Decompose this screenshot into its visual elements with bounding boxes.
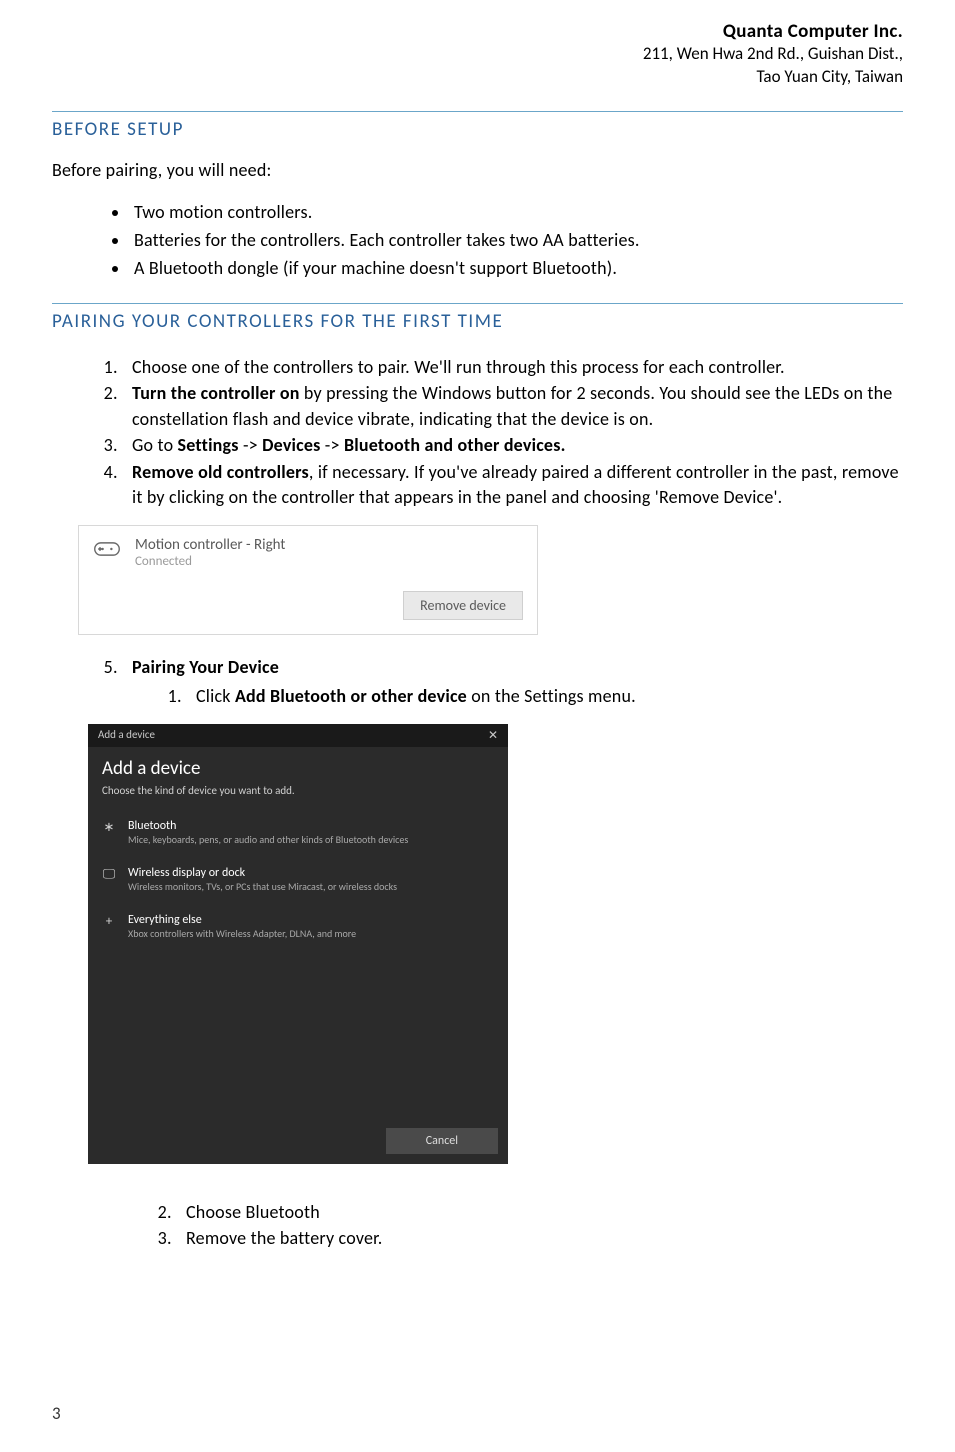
remove-device-button[interactable]: Remove device bbox=[403, 591, 523, 620]
step-4-bold: Remove old controllers bbox=[132, 461, 309, 483]
plus-icon: + bbox=[102, 913, 116, 929]
step-3-settings: Settings bbox=[178, 434, 239, 456]
address-line-1: 211, Wen Hwa 2nd Rd., Guishan Dist., bbox=[52, 43, 903, 66]
step-3-devices: Devices bbox=[262, 434, 320, 456]
step-5: Pairing Your Device Click Add Bluetooth … bbox=[122, 655, 903, 710]
section-pairing-title: PAIRING YOUR CONTROLLERS FOR THE FIRST T… bbox=[52, 310, 903, 333]
device-info: Motion controller - Right Connected bbox=[135, 536, 285, 569]
step-5-sublist: Click Add Bluetooth or other device on t… bbox=[132, 684, 903, 710]
display-icon: 🖵 bbox=[102, 866, 116, 882]
step-5-sub-3: Remove the battery cover. bbox=[176, 1226, 903, 1252]
option-title: Wireless display or dock bbox=[128, 866, 397, 880]
device-status-label: Connected bbox=[135, 554, 285, 569]
page-number: 3 bbox=[52, 1403, 61, 1424]
dialog-titlebar-text: Add a device bbox=[98, 728, 155, 743]
step-5-title: Pairing Your Device bbox=[132, 656, 279, 678]
before-setup-list: Two motion controllers. Batteries for th… bbox=[52, 199, 903, 283]
close-icon[interactable]: ✕ bbox=[488, 728, 498, 743]
option-wireless-display[interactable]: 🖵 Wireless display or dock Wireless moni… bbox=[88, 858, 508, 905]
option-desc: Wireless monitors, TVs, or PCs that use … bbox=[128, 880, 397, 893]
step-3: Go to Settings -> Devices -> Bluetooth a… bbox=[122, 433, 903, 459]
bluetooth-icon: ∗ bbox=[102, 819, 116, 835]
bullet-item: Two motion controllers. bbox=[130, 199, 903, 227]
step-5-sub-1-bold: Add Bluetooth or other device bbox=[235, 685, 467, 707]
bullet-item: A Bluetooth dongle (if your machine does… bbox=[130, 255, 903, 283]
step-4: Remove old controllers, if necessary. If… bbox=[122, 460, 903, 511]
document-header: Quanta Computer Inc. 211, Wen Hwa 2nd Rd… bbox=[52, 20, 903, 89]
step-2-bold: Turn the controller on bbox=[132, 382, 300, 404]
company-name: Quanta Computer Inc. bbox=[52, 20, 903, 43]
dialog-title: Add a device bbox=[88, 747, 508, 784]
step-5-sub-1: Click Add Bluetooth or other device on t… bbox=[186, 684, 903, 710]
step-3-bluetooth: Bluetooth and other devices. bbox=[344, 434, 566, 456]
option-title: Bluetooth bbox=[128, 819, 408, 833]
device-panel-screenshot: Motion controller - Right Connected Remo… bbox=[78, 525, 538, 635]
section-before-setup-title: BEFORE SETUP bbox=[52, 118, 903, 141]
device-row[interactable]: Motion controller - Right Connected bbox=[93, 536, 523, 569]
pairing-steps-cont: Pairing Your Device Click Add Bluetooth … bbox=[52, 655, 903, 710]
dialog-titlebar: Add a device ✕ bbox=[88, 724, 508, 747]
step-5-sub-2: Choose Bluetooth bbox=[176, 1200, 903, 1226]
address-line-2: Tao Yuan City, Taiwan bbox=[52, 66, 903, 89]
step-5-sublist-cont: Choose Bluetooth Remove the battery cove… bbox=[52, 1200, 903, 1251]
controller-icon bbox=[93, 536, 121, 565]
step-3-pre: Go to bbox=[132, 434, 178, 456]
option-desc: Mice, keyboards, pens, or audio and othe… bbox=[128, 833, 408, 846]
section-rule bbox=[52, 111, 903, 112]
option-desc: Xbox controllers with Wireless Adapter, … bbox=[128, 927, 356, 940]
option-bluetooth[interactable]: ∗ Bluetooth Mice, keyboards, pens, or au… bbox=[88, 811, 508, 858]
before-setup-intro: Before pairing, you will need: bbox=[52, 157, 903, 183]
cancel-button[interactable]: Cancel bbox=[386, 1128, 498, 1154]
step-2: Turn the controller on by pressing the W… bbox=[122, 381, 903, 432]
bullet-item: Batteries for the controllers. Each cont… bbox=[130, 227, 903, 255]
option-everything-else[interactable]: + Everything else Xbox controllers with … bbox=[88, 905, 508, 952]
section-rule bbox=[52, 303, 903, 304]
dialog-subtitle: Choose the kind of device you want to ad… bbox=[88, 784, 508, 811]
step-1: Choose one of the controllers to pair. W… bbox=[122, 355, 903, 381]
option-title: Everything else bbox=[128, 913, 356, 927]
pairing-steps: Choose one of the controllers to pair. W… bbox=[52, 355, 903, 511]
device-name-label: Motion controller - Right bbox=[135, 536, 285, 554]
add-device-dialog-screenshot: Add a device ✕ Add a device Choose the k… bbox=[88, 724, 508, 1164]
